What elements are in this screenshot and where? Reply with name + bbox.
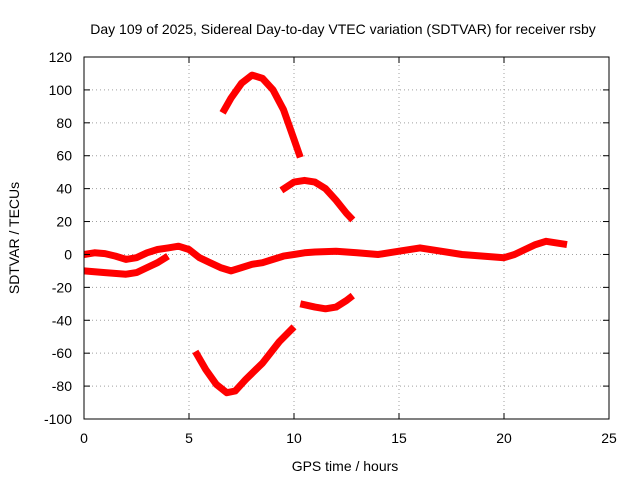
grid — [84, 57, 609, 419]
y-tick-label: 60 — [56, 148, 72, 164]
series-early-negative-trace — [83, 253, 170, 278]
y-tick-label: -60 — [52, 345, 72, 361]
y-tick-label: -20 — [52, 279, 72, 295]
series-high-arc — [219, 71, 304, 159]
series-mid-arc — [279, 176, 356, 223]
x-tick-label: 5 — [185, 430, 193, 446]
axes: 0 5 10 15 20 25 -100 -80 -60 -40 -20 0 20 40 60 80 100 12… — [44, 49, 617, 446]
y-tick-label: -40 — [52, 312, 72, 328]
y-tick-label: 100 — [49, 82, 73, 98]
x-tick-label: 25 — [601, 430, 617, 446]
series-small-negative-arc — [299, 292, 355, 313]
y-tick-label: 40 — [56, 181, 72, 197]
chart-title: Day 109 of 2025, Sidereal Day-to-day VTE… — [90, 21, 596, 37]
y-tick-label: 20 — [56, 214, 72, 230]
x-tick-label: 15 — [391, 430, 407, 446]
series-layer — [83, 71, 568, 397]
y-tick-label: 0 — [64, 246, 72, 262]
x-tick-label: 0 — [80, 430, 88, 446]
x-axis-title: GPS time / hours — [292, 458, 399, 474]
series-main-trace — [83, 237, 568, 275]
x-tick-label: 20 — [496, 430, 512, 446]
y-tick-label: 80 — [56, 115, 72, 131]
y-tick-label: 120 — [49, 49, 73, 65]
x-tick-label: 10 — [286, 430, 302, 446]
y-axis-title: SDTVAR / TECUs — [6, 182, 22, 294]
y-tick-label: -100 — [44, 411, 72, 427]
plot-frame — [83, 56, 610, 420]
series-low-arc — [192, 324, 297, 397]
y-tick-label: -80 — [52, 378, 72, 394]
